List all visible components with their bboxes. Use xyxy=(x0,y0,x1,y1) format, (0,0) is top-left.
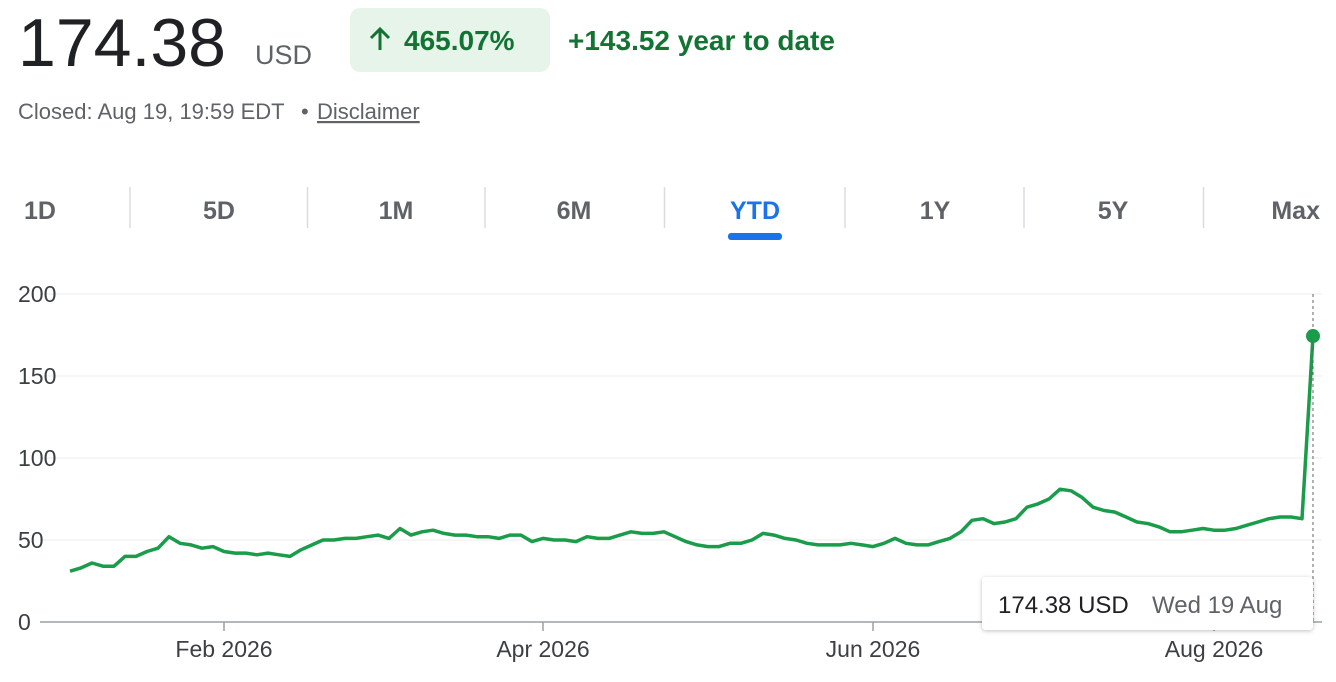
x-tick-label: Feb 2026 xyxy=(175,636,272,662)
y-tick-label: 0 xyxy=(18,609,31,635)
tooltip-date: Wed 19 Aug xyxy=(1152,592,1282,619)
change: +143.52 year to date xyxy=(568,25,835,56)
x-tick-label: Jun 2026 xyxy=(826,636,921,662)
range-tab[interactable]: 1D xyxy=(24,197,56,225)
up-arrow xyxy=(369,26,391,50)
range-tab[interactable]: 5D xyxy=(203,197,235,225)
price: 174.38 xyxy=(18,5,226,81)
price-line xyxy=(69,335,1315,573)
range-tabs: 1D 5D 1M 6M YTD 1Y 5Y Max xyxy=(24,187,1320,240)
change-percent: 465.07% xyxy=(404,25,515,56)
change-badge xyxy=(350,8,550,72)
range-tab[interactable]: 1M xyxy=(379,197,414,225)
separator: • xyxy=(301,99,309,124)
y-tick-label: 50 xyxy=(18,527,44,553)
disclaimer-link[interactable]: Disclaimer xyxy=(317,99,420,124)
range-tab[interactable]: 5Y xyxy=(1098,197,1129,225)
hover-point xyxy=(1306,329,1320,344)
status: Closed: Aug 19, 19:59 EDT xyxy=(18,99,285,124)
range-tab[interactable]: YTD xyxy=(730,197,780,225)
currency: USD xyxy=(255,40,312,70)
x-tick-label: Apr 2026 xyxy=(496,636,589,662)
selected-indicator xyxy=(728,233,782,240)
range-tab[interactable]: Max xyxy=(1271,197,1320,225)
x-tick-label: Aug 2026 xyxy=(1165,636,1263,662)
tooltip-box xyxy=(982,577,1313,630)
range-tab[interactable]: 6M xyxy=(557,197,592,225)
y-tick-label: 200 xyxy=(18,281,56,307)
tooltip-value: 174.38 USD xyxy=(998,592,1129,619)
y-tick-label: 150 xyxy=(18,363,56,389)
range-tab[interactable]: 1Y xyxy=(920,197,951,225)
y-tick-label: 100 xyxy=(18,445,56,471)
chart: 0 50 100 150 200 Feb 2026 Apr 2026 Jun 2026 Aug … xyxy=(18,281,1322,662)
